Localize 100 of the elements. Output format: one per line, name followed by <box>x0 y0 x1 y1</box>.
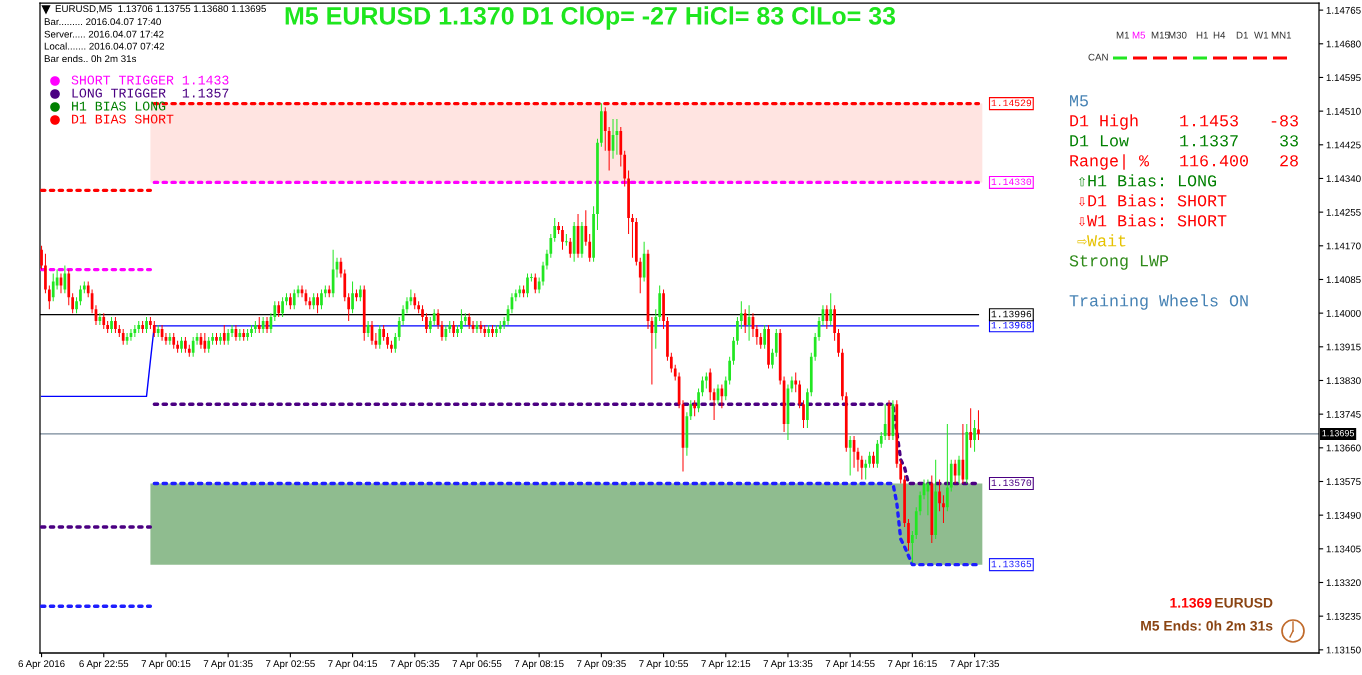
candlestick <box>378 325 382 349</box>
candlestick <box>133 325 137 337</box>
annotation: EURUSD <box>1215 597 1273 608</box>
candlestick <box>121 328 125 345</box>
candlestick <box>226 328 230 345</box>
candlestick <box>117 325 121 337</box>
x-tick-label: 7 Apr 00:15 <box>141 660 191 670</box>
candlestick <box>452 321 455 337</box>
y-tick-label: 1.13150 <box>1326 646 1361 654</box>
candlestick <box>413 293 417 310</box>
candlestick <box>868 451 871 468</box>
candlestick <box>456 325 459 337</box>
candlestick <box>487 325 490 337</box>
candlestick <box>289 293 292 310</box>
x-tick-label: 7 Apr 06:55 <box>452 660 502 670</box>
candlestick <box>498 321 502 333</box>
candlestick <box>899 459 903 484</box>
candlestick <box>557 222 560 234</box>
data-label: 1.13365 <box>991 560 1032 568</box>
annotation: LONG TRIGGER 1.1357 <box>72 88 229 98</box>
candlestick <box>432 309 436 326</box>
candlestick <box>533 273 537 294</box>
candlestick <box>463 313 467 326</box>
candlestick <box>565 233 568 246</box>
candlestick <box>872 451 875 468</box>
y-tick-label: 1.13830 <box>1326 377 1361 385</box>
y-tick-label: 1.14425 <box>1326 141 1361 149</box>
x-tick-label: 7 Apr 10:55 <box>639 660 689 670</box>
x-tick-label: 7 Apr 04:15 <box>328 660 378 670</box>
candlestick <box>152 321 156 337</box>
annotation: H1 BIAS LONG <box>72 101 166 111</box>
candlestick <box>355 289 358 302</box>
candlestick <box>802 400 805 429</box>
candlestick <box>631 214 634 258</box>
candlestick <box>172 332 176 349</box>
candlestick <box>973 420 976 452</box>
candlestick <box>930 475 934 543</box>
y-tick-label: 1.13405 <box>1326 545 1361 553</box>
x-tick-label: 7 Apr 17:35 <box>950 660 1000 670</box>
candlestick <box>701 376 704 397</box>
annotation: Bar......... 2016.04.07 17:40 <box>44 18 161 26</box>
candlestick <box>658 285 662 322</box>
candlestick <box>673 364 677 381</box>
candlestick <box>689 400 693 421</box>
candlestick <box>864 459 868 480</box>
y-tick-label: 1.13575 <box>1326 478 1361 486</box>
x-tick-label: 7 Apr 05:35 <box>390 660 440 670</box>
candlestick <box>697 388 700 413</box>
candlestick <box>841 348 844 401</box>
candlestick <box>615 119 619 155</box>
annotation: ⇨Wait <box>1077 234 1126 247</box>
y-tick-label: 1.14765 <box>1326 6 1361 14</box>
annotation: D1 <box>1236 31 1248 39</box>
candlestick <box>837 328 840 357</box>
candlestick <box>666 317 669 361</box>
candlestick <box>553 218 557 242</box>
annotation: M15 <box>1151 31 1170 39</box>
annotation: Range| % 116.400 28 <box>1070 154 1298 170</box>
candlestick <box>518 285 522 298</box>
candlestick <box>86 281 90 298</box>
y-tick-label: 1.14510 <box>1326 107 1361 115</box>
y-tick-label: 1.14680 <box>1326 40 1361 48</box>
candlestick <box>592 206 595 262</box>
data-label: 1.14330 <box>991 178 1032 186</box>
candlestick <box>82 281 86 294</box>
candlestick <box>654 309 658 349</box>
candlestick <box>790 376 794 393</box>
x-tick-label: 7 Apr 16:15 <box>888 660 937 670</box>
annotation: M5 <box>1070 95 1088 107</box>
candlestick <box>514 289 518 302</box>
candlestick <box>106 321 109 333</box>
candlestick <box>895 400 899 468</box>
candlestick <box>156 325 160 337</box>
candlestick <box>207 336 211 353</box>
annotation: CAN <box>1088 53 1108 61</box>
candlestick <box>907 519 910 551</box>
candlestick <box>669 352 673 373</box>
candlestick <box>479 321 483 333</box>
candlestick <box>444 325 448 341</box>
annotation: Bar ends.. 0h 2m 31s <box>44 54 137 63</box>
candlestick <box>75 297 78 314</box>
candlestick <box>382 325 386 341</box>
candlestick <box>320 289 323 310</box>
candlestick <box>600 103 603 147</box>
annotation: M30 <box>1168 31 1187 39</box>
candlestick <box>261 317 265 333</box>
candlestick <box>114 317 117 333</box>
candlestick <box>806 388 809 429</box>
annotation: H1 <box>1196 31 1208 39</box>
annotation: Strong LWP <box>1069 255 1169 270</box>
candlestick <box>285 293 288 306</box>
annotation: ⇩D1 Bias: SHORT <box>1078 194 1227 207</box>
candlestick <box>739 301 743 329</box>
candlestick <box>798 380 801 409</box>
candlestick <box>145 317 148 333</box>
candlestick <box>187 344 191 357</box>
annotation: M1 <box>1116 31 1130 39</box>
candlestick <box>771 348 774 369</box>
candlestick <box>603 107 607 151</box>
candlestick <box>491 325 494 337</box>
